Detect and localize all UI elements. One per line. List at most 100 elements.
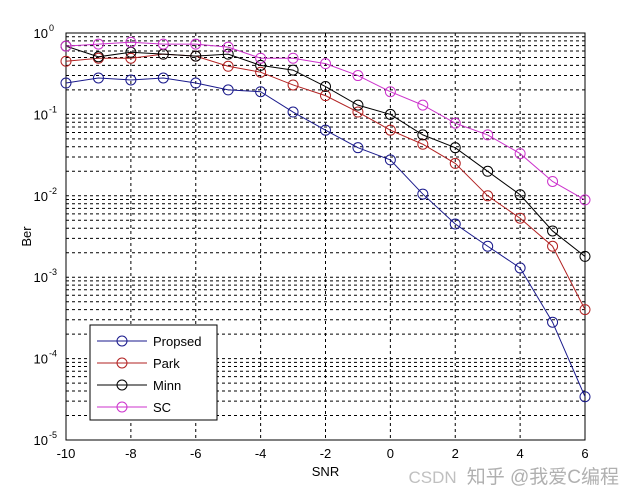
data-point [384,124,396,136]
data-point [320,124,331,136]
data-point [514,262,526,274]
watermark-text: 知乎 @我爱C编程 [466,467,619,488]
data-point [449,117,461,129]
series-sc [60,36,591,206]
plot-frame [65,32,586,441]
data-point [449,142,461,154]
series-line [65,53,586,310]
data-point [482,190,494,202]
data-point [157,38,169,50]
data-point [320,58,331,70]
data-point [287,79,299,91]
x-axis-label: SNR [312,464,339,479]
watermark-csdn: CSDN [408,468,457,487]
series-park [60,48,591,316]
data-point [547,225,559,237]
data-point [384,86,396,98]
data-point [125,36,137,48]
legend-marker [116,379,128,391]
watermark-row: CSDN 知乎 @我爱C编程 [409,462,619,489]
data-point [255,86,267,98]
data-point [92,38,104,50]
x-tick-label: -10 [57,446,76,461]
data-point [352,99,364,111]
data-point [222,48,234,60]
data-point [449,157,461,169]
data-point [417,188,429,200]
y-tick-exponent: -5 [49,430,57,440]
data-point [60,77,72,89]
data-point [92,51,104,63]
data-point [190,50,202,62]
data-point [384,154,396,166]
series-line [65,77,586,397]
legend-marker [116,357,128,369]
y-tick-exponent: 0 [49,23,54,33]
y-tick-label: 10 [34,107,48,122]
data-point [255,59,267,71]
legend-label: Propsed [153,334,201,349]
data-point [482,240,494,252]
data-point [352,142,364,154]
data-point [287,52,299,64]
legend-marker [116,401,128,413]
y-tick-label: 10 [34,26,48,41]
data-point [60,55,72,67]
data-point [384,108,396,120]
x-tick-label: 0 [387,446,394,461]
data-point [190,38,202,50]
data-point [579,304,591,316]
y-tick-label: 10 [34,270,48,285]
y-tick-label: 10 [34,352,48,367]
series-minn [60,40,591,262]
y-tick-exponent: -3 [49,267,57,277]
data-point [579,194,591,206]
data-point [60,40,72,52]
data-point [222,41,234,53]
data-point [514,212,526,224]
data-point [255,52,267,64]
data-point [222,60,234,72]
y-tick-exponent: -2 [49,186,57,196]
x-tick-label: 2 [452,446,459,461]
data-point [417,138,429,150]
y-tick-label: 10 [34,189,48,204]
data-point [157,72,169,84]
x-tick-label: -4 [255,446,267,461]
x-tick-label: -2 [320,446,332,461]
x-tick-label: -6 [190,446,202,461]
data-point [125,74,137,86]
y-tick-exponent: -1 [49,104,57,114]
y-axis-label: Ber [19,226,34,247]
data-point [449,218,461,230]
data-point [547,316,559,328]
data-point [352,70,364,82]
data-point [547,175,559,187]
legend-label: Park [153,356,180,371]
x-tick-label: -8 [125,446,137,461]
y-tick-exponent: -4 [49,349,57,359]
series-line [65,45,586,257]
series-propsed [60,72,591,403]
data-point [417,129,429,141]
data-point [320,81,331,93]
legend-label: SC [153,400,171,415]
data-point [125,52,137,64]
data-point [92,72,104,84]
data-point [417,99,429,111]
data-point [287,106,299,118]
x-tick-label: 6 [581,446,588,461]
data-point [514,148,526,160]
series-line [65,41,586,201]
legend-label: Minn [153,378,181,393]
legend: Propsed Park Minn SC [89,324,218,421]
legend-marker [116,335,128,347]
data-point [320,90,331,102]
data-point [547,240,559,252]
data-point [482,129,494,141]
data-point [514,189,526,201]
data-point [222,84,234,96]
data-point [287,64,299,76]
